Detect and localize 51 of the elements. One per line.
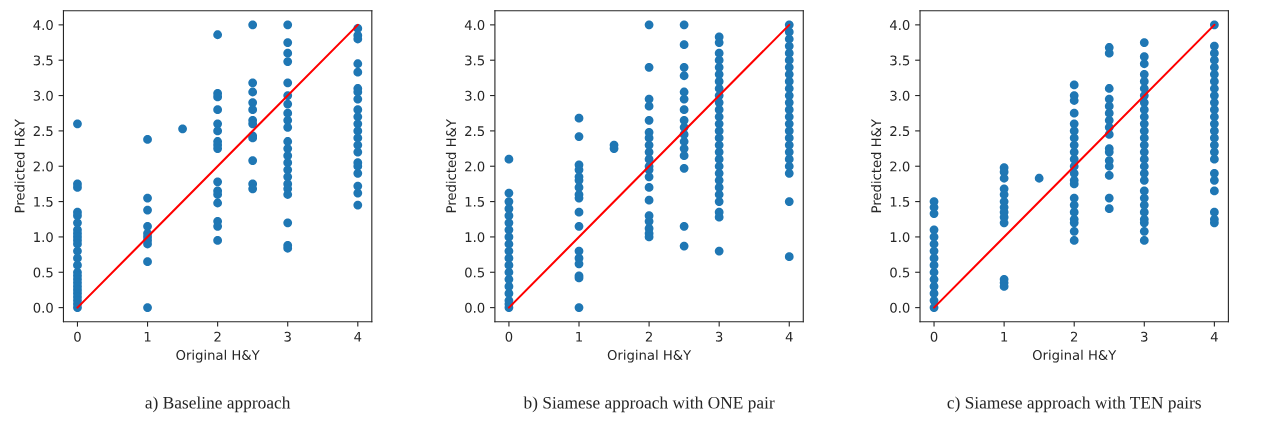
y-tick-label: 0.5 [465,267,485,278]
y-tick-label: 2.0 [33,161,53,172]
y-tick-label: 3.0 [890,90,910,101]
y-tick-label: 3.0 [465,90,485,101]
y-tick-label: 1.5 [34,196,53,207]
y-tick-label: 4.0 [464,20,485,31]
y-tick-label: 0.0 [33,302,53,313]
y-tick-label: 1.0 [890,232,910,243]
y-tick-label: 1.5 [465,196,485,207]
y-tick-label: 1.0 [465,232,485,243]
x-tick-label: 4 [354,331,362,342]
x-tick-label: 0 [74,331,81,342]
x-tick-label: 3 [284,331,291,342]
x-tick-label: 0 [930,331,938,342]
x-tick-label: 2 [214,331,221,342]
y-tick-label: 3.0 [33,90,53,101]
y-tick-label: 3.5 [33,55,53,66]
x-tick-label: 1 [1001,331,1008,342]
x-axis-title: Original H&Y [607,349,692,363]
y-tick-label: 2.5 [465,126,485,137]
x-tick-label: 4 [785,331,793,342]
y-tick-label: 1.5 [890,196,910,207]
y-tick-label: 0.5 [890,267,910,278]
text: b) Siamese approach with ONE pair [523,396,775,413]
x-tick-label: 3 [715,331,723,342]
y-tick-label: 0.0 [890,302,910,313]
y-tick-label: 1.0 [34,232,53,243]
y-tick-label: 2.0 [465,161,485,172]
y-tick-label: 4.0 [889,20,910,31]
x-tick-label: 4 [1210,331,1218,342]
y-tick-label: 0.5 [33,267,53,278]
x-axis-title: Original H&Y [1032,349,1117,363]
text: c) Siamese approach with TEN pairs [947,396,1201,413]
x-tick-label: 1 [144,331,151,342]
y-axis-title: Predicted H&Y [445,119,457,213]
x-tick-label: 2 [1070,331,1078,342]
y-tick-label: 2.5 [890,126,910,137]
x-tick-label: 1 [576,331,582,342]
x-axis-title: Original H&Y [176,349,260,363]
y-axis-title: Predicted H&Y [14,119,25,213]
x-tick-label: 0 [505,331,513,342]
y-tick-label: 0.0 [465,302,485,313]
y-tick-label: 2.5 [33,126,53,137]
y-tick-label: 4.0 [33,20,53,31]
text: a) Baseline approach [145,396,291,413]
y-axis-title: Predicted H&Y [870,119,882,213]
x-tick-label: 2 [645,331,652,342]
y-tick-label: 3.5 [890,55,910,66]
x-tick-label: 3 [1141,331,1148,342]
y-tick-label: 3.5 [465,55,485,66]
y-tick-label: 2.0 [890,161,910,172]
